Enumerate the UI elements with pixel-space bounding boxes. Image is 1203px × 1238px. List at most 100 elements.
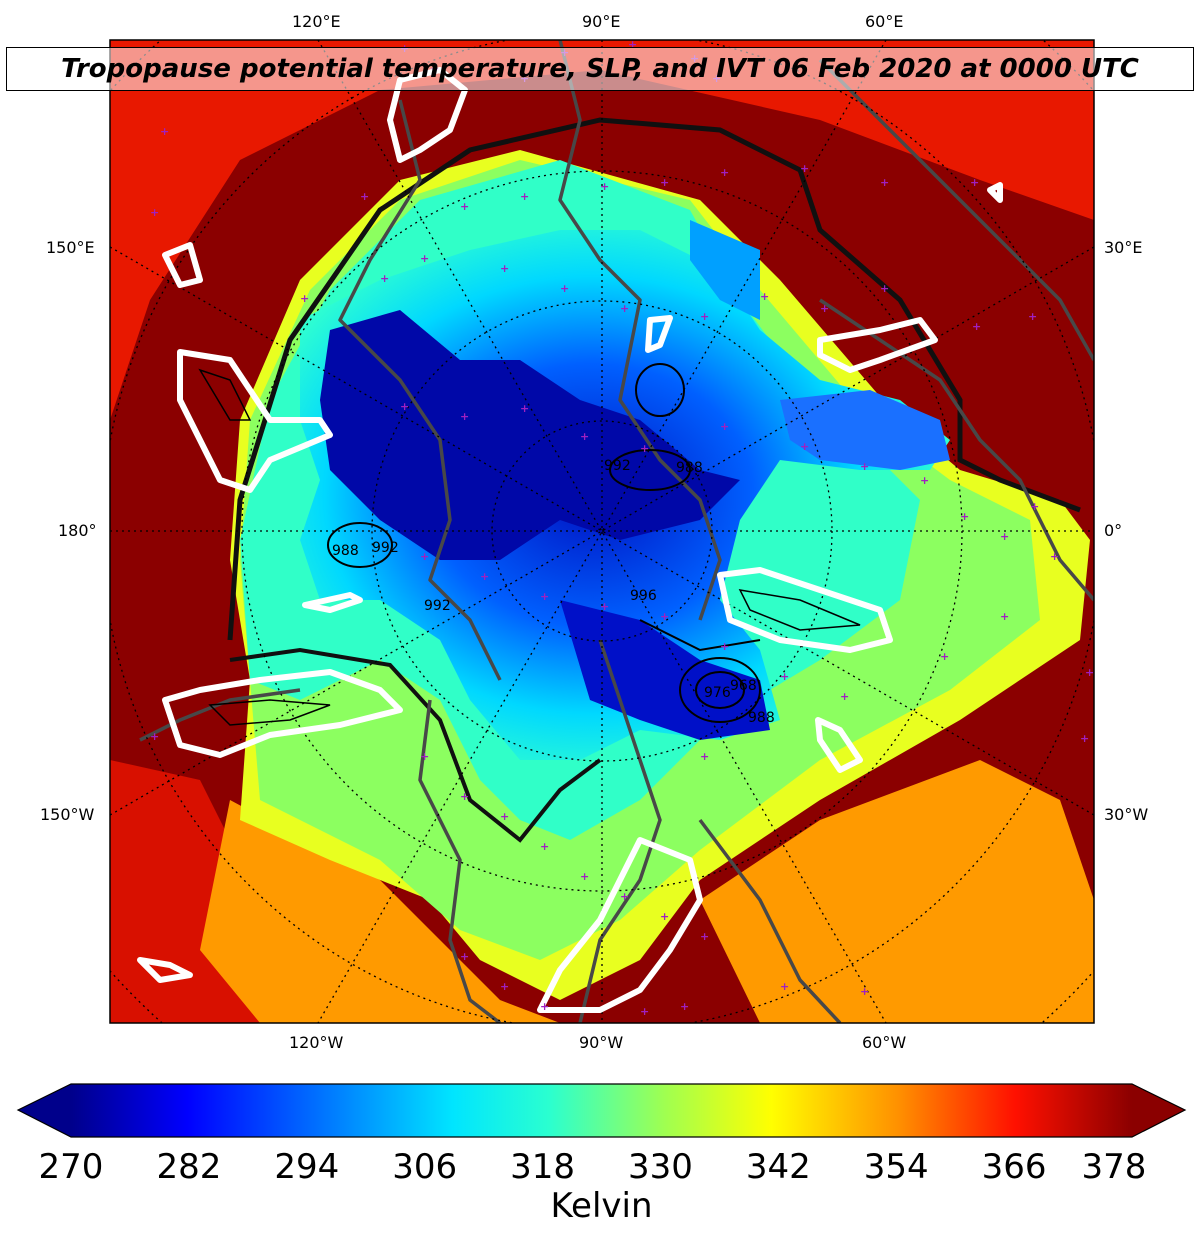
svg-text:+: + xyxy=(660,910,669,923)
svg-text:+: + xyxy=(600,180,609,193)
svg-text:+: + xyxy=(660,610,669,623)
svg-text:+: + xyxy=(1028,310,1037,323)
colorbar-tick-label: 330 xyxy=(627,1147,693,1187)
lon-label-top: 90°E xyxy=(582,12,621,31)
svg-text:+: + xyxy=(800,440,809,453)
svg-text:+: + xyxy=(780,670,789,683)
map-frame xyxy=(109,39,1095,1024)
lon-label-left: 180° xyxy=(58,521,97,540)
lon-label-bottom: 120°W xyxy=(289,1033,344,1052)
svg-text:+: + xyxy=(300,292,309,305)
slp-label: 988 xyxy=(748,710,775,726)
colorbar-tick-label: 282 xyxy=(156,1147,222,1187)
svg-text:+: + xyxy=(1000,530,1009,543)
orange-region-east xyxy=(700,760,1094,1023)
svg-text:+: + xyxy=(380,272,389,285)
slp-labels: 988 992 992 988 992 976 968 988 996 xyxy=(332,458,775,726)
svg-text:+: + xyxy=(840,690,849,703)
svg-text:+: + xyxy=(860,460,869,473)
svg-text:+: + xyxy=(620,890,629,903)
svg-text:+: + xyxy=(640,1005,649,1018)
slp-label: 976 xyxy=(704,685,731,701)
orange-region xyxy=(200,800,560,1023)
svg-text:+: + xyxy=(150,206,159,219)
title-box: Tropopause potential temperature, SLP, a… xyxy=(6,47,1194,91)
colorbar-tick-label: 354 xyxy=(863,1147,929,1187)
svg-text:+: + xyxy=(620,302,629,315)
slp-label: 968 xyxy=(730,678,757,694)
colorbar-tick-label: 342 xyxy=(745,1147,811,1187)
svg-text:+: + xyxy=(420,750,429,763)
colorbar-gradient xyxy=(71,1084,1132,1137)
svg-text:+: + xyxy=(420,550,429,563)
colorbar-tick-label: 366 xyxy=(981,1147,1047,1187)
lon-label-right: 30°E xyxy=(1104,238,1143,257)
slp-label: 992 xyxy=(424,598,451,614)
coastlines xyxy=(139,40,1094,1023)
svg-text:+: + xyxy=(700,930,709,943)
svg-text:+: + xyxy=(1080,732,1089,745)
svg-text:+: + xyxy=(560,282,569,295)
slp-label: 992 xyxy=(372,540,399,556)
svg-text:+: + xyxy=(420,252,429,265)
svg-text:+: + xyxy=(160,125,169,138)
svg-text:+: + xyxy=(720,420,729,433)
svg-text:+: + xyxy=(400,400,409,413)
ivt-contours xyxy=(137,67,1003,1013)
svg-text:+: + xyxy=(640,442,649,455)
svg-text:+: + xyxy=(700,750,709,763)
svg-text:+: + xyxy=(970,176,979,189)
slp-label: 988 xyxy=(332,543,359,559)
tropopause-boundary-south xyxy=(229,647,602,843)
svg-text:+: + xyxy=(680,1000,689,1013)
deep-blue-core-south xyxy=(560,600,770,740)
slp-contours xyxy=(327,363,761,723)
lon-label-bottom: 90°W xyxy=(579,1033,624,1052)
svg-text:+: + xyxy=(460,410,469,423)
svg-text:+: + xyxy=(800,162,809,175)
slp-label: 988 xyxy=(676,460,703,476)
svg-text:+: + xyxy=(460,790,469,803)
svg-text:+: + xyxy=(1000,610,1009,623)
svg-text:+: + xyxy=(940,650,949,663)
colorbar-tick-label: 378 xyxy=(1081,1147,1147,1187)
map-panel: 988 992 992 988 992 976 968 988 996 xyxy=(110,38,1094,1023)
svg-text:+: + xyxy=(540,1000,549,1013)
svg-text:+: + xyxy=(520,190,529,203)
svg-text:+: + xyxy=(580,870,589,883)
svg-text:+: + xyxy=(540,840,549,853)
svg-text:+: + xyxy=(520,402,529,415)
lon-label-right: 0° xyxy=(1104,521,1123,540)
colorbar-tick-label: 318 xyxy=(510,1147,576,1187)
east-trough xyxy=(780,390,950,470)
svg-text:+: + xyxy=(600,600,609,613)
svg-text:+: + xyxy=(820,302,829,315)
map-title: Tropopause potential temperature, SLP, a… xyxy=(61,54,1139,84)
slp-label: 992 xyxy=(604,458,631,474)
svg-text:+: + xyxy=(780,980,789,993)
colorbar-tick-label: 270 xyxy=(38,1147,104,1187)
ivt-contours-inner xyxy=(198,368,861,726)
red-belt-lower xyxy=(110,760,480,1023)
colorbar-extend-high xyxy=(1132,1084,1185,1137)
lon-label-left: 150°E xyxy=(46,238,95,257)
svg-text:+: + xyxy=(628,38,637,51)
svg-text:+: + xyxy=(880,282,889,295)
colorbar-tick-label: 294 xyxy=(274,1147,340,1187)
svg-text:+: + xyxy=(720,640,729,653)
lon-label-right: 30°W xyxy=(1104,805,1149,824)
colorbar-tick-label: 306 xyxy=(392,1147,458,1187)
svg-text:+: + xyxy=(960,510,969,523)
colorbar-extend-low xyxy=(18,1084,71,1137)
svg-text:+: + xyxy=(540,590,549,603)
svg-text:+: + xyxy=(1030,500,1039,513)
svg-text:+: + xyxy=(460,200,469,213)
colorbar-units-label: Kelvin xyxy=(550,1186,653,1226)
svg-text:+: + xyxy=(480,570,489,583)
svg-text:+: + xyxy=(720,166,729,179)
svg-text:+: + xyxy=(700,310,709,323)
svg-text:+: + xyxy=(500,810,509,823)
svg-text:+: + xyxy=(920,474,929,487)
lon-label-left: 150°W xyxy=(40,805,95,824)
